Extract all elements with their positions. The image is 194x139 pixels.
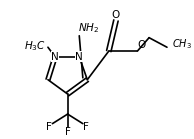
Text: $NH_2$: $NH_2$	[78, 21, 99, 35]
Text: O: O	[137, 40, 145, 50]
Text: $CH_3$: $CH_3$	[172, 38, 192, 51]
Text: O: O	[112, 10, 120, 20]
Text: N: N	[51, 52, 59, 62]
Text: F: F	[65, 127, 71, 137]
Text: $H_3C$: $H_3C$	[24, 39, 46, 53]
Text: F: F	[83, 121, 89, 131]
Text: F: F	[46, 121, 52, 131]
Text: N: N	[75, 52, 83, 62]
